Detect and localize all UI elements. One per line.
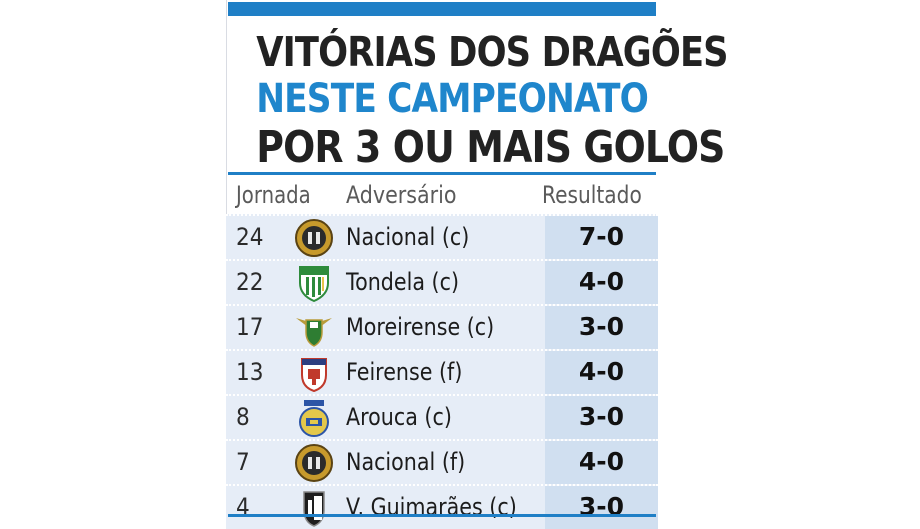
nacional-crest-icon <box>295 444 333 482</box>
resultado-cell: 4-0 <box>578 267 625 296</box>
jornada-cell: 22 <box>236 268 264 296</box>
adversario-cell: Nacional (c) <box>346 223 470 251</box>
feirense-crest-icon <box>301 358 327 393</box>
table-row: 22 Tondela (c) 4-0 <box>226 259 658 304</box>
adversario-cell: Tondela (c) <box>346 268 460 296</box>
tondela-crest-icon <box>299 266 329 303</box>
jornada-cell: 24 <box>236 223 264 251</box>
resultado-cell: 3-0 <box>578 312 625 341</box>
bottom-accent-bar <box>228 514 656 517</box>
moreirense-crest-icon <box>296 318 332 347</box>
top-accent-bar <box>228 2 656 16</box>
jornada-cell: 8 <box>236 403 250 431</box>
table-row: 7 Nacional (f) 4-0 <box>226 439 658 484</box>
resultado-cell: 7-0 <box>578 222 625 251</box>
guimaraes-crest-icon <box>303 491 325 527</box>
title-divider <box>228 172 656 175</box>
column-header-resultado: Resultado <box>542 181 642 209</box>
nacional-crest-icon <box>295 219 333 257</box>
infographic-card: VITÓRIAS DOS DRAGÕES NESTE CAMPEONATO PO… <box>226 0 729 529</box>
table-row: 8 Arouca (c) 3-0 <box>226 394 658 439</box>
table-row: 17 Moreirense (c) 3-0 <box>226 304 658 349</box>
title-line-2: NESTE CAMPEONATO <box>256 76 649 122</box>
adversario-cell: Feirense (f) <box>346 358 463 386</box>
arouca-crest-icon <box>299 400 329 437</box>
jornada-cell: 7 <box>236 448 250 476</box>
adversario-cell: Moreirense (c) <box>346 313 495 341</box>
resultado-cell: 4-0 <box>578 447 625 476</box>
column-header-jornada: Jornada <box>236 181 311 209</box>
jornada-cell: 17 <box>236 313 264 341</box>
table-header: Jornada Adversário Resultado <box>226 177 658 213</box>
title-line-1: VITÓRIAS DOS DRAGÕES <box>256 28 728 76</box>
results-table: 24 Nacional (c) 7-0 22 Tondela (c) <box>226 214 658 529</box>
table-row: 4 V. Guimarães (c) 3-0 <box>226 484 658 529</box>
title-line-3: POR 3 OU MAIS GOLOS <box>256 122 725 173</box>
adversario-cell: Arouca (c) <box>346 403 452 431</box>
resultado-cell: 3-0 <box>578 402 625 431</box>
table-row: 24 Nacional (c) 7-0 <box>226 214 658 259</box>
resultado-cell: 4-0 <box>578 357 625 386</box>
adversario-cell: Nacional (f) <box>346 448 466 476</box>
table-row: 13 Feirense (f) 4-0 <box>226 349 658 394</box>
column-header-adversario: Adversário <box>346 181 457 209</box>
jornada-cell: 13 <box>236 358 264 386</box>
